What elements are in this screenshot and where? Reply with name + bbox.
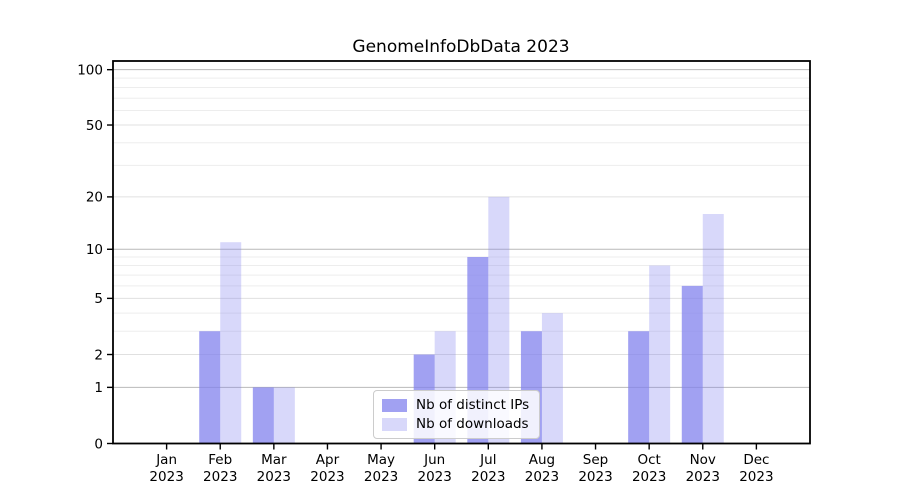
y-tick-label: 0 bbox=[94, 436, 103, 452]
bar-feb-downloads bbox=[220, 242, 242, 444]
bar-nov-distinct-ips bbox=[681, 285, 703, 444]
y-tick-label: 100 bbox=[77, 62, 103, 78]
x-tick-label-year: 2023 bbox=[525, 469, 559, 485]
bar-oct-distinct-ips bbox=[628, 331, 650, 444]
x-tick-label-year: 2023 bbox=[364, 469, 398, 485]
x-tick-label-year: 2023 bbox=[310, 469, 344, 485]
x-tick-label-month: Jul bbox=[479, 452, 496, 468]
legend-entry-distinct-ips: Nb of distinct IPs bbox=[382, 397, 529, 413]
x-tick-label-month: Oct bbox=[637, 452, 660, 468]
x-tick-label-month: Jun bbox=[423, 452, 445, 468]
plot-frame bbox=[112, 60, 811, 445]
x-tick-label-year: 2023 bbox=[739, 469, 773, 485]
x-tick-label-month: May bbox=[367, 452, 395, 468]
x-tick-label-year: 2023 bbox=[632, 469, 666, 485]
x-tick-label-month: Mar bbox=[261, 452, 287, 468]
legend-swatch-distinct-ips bbox=[382, 398, 407, 412]
x-tick-label-year: 2023 bbox=[578, 469, 612, 485]
x-tick-label-month: Jan bbox=[155, 452, 177, 468]
x-tick-label-month: Feb bbox=[208, 452, 232, 468]
bar-mar-downloads bbox=[273, 387, 295, 444]
x-tick-label-year: 2023 bbox=[149, 469, 183, 485]
x-tick-label-year: 2023 bbox=[203, 469, 237, 485]
legend-swatch-downloads bbox=[382, 417, 407, 431]
legend-entry-downloads: Nb of downloads bbox=[382, 416, 529, 432]
x-tick-label-month: Apr bbox=[316, 452, 340, 468]
x-tick-label-month: Nov bbox=[690, 452, 716, 468]
y-tick-label: 5 bbox=[94, 291, 103, 307]
x-tick-label-month: Aug bbox=[529, 452, 555, 468]
legend-label-downloads: Nb of downloads bbox=[416, 416, 529, 433]
x-tick-label-year: 2023 bbox=[686, 469, 720, 485]
x-tick-label-year: 2023 bbox=[471, 469, 505, 485]
bar-oct-downloads bbox=[649, 265, 671, 444]
chart-title: GenomeInfoDbData 2023 bbox=[352, 37, 570, 57]
bar-nov-downloads bbox=[702, 214, 724, 444]
x-tick-label-year: 2023 bbox=[257, 469, 291, 485]
bar-mar-distinct-ips bbox=[252, 387, 274, 444]
y-tick-label: 1 bbox=[94, 380, 103, 396]
y-tick-label: 20 bbox=[86, 190, 103, 206]
legend-label-distinct-ips: Nb of distinct IPs bbox=[416, 397, 530, 413]
y-tick-label: 50 bbox=[86, 118, 103, 134]
x-tick-label-month: Sep bbox=[583, 452, 608, 468]
x-tick-label-month: Dec bbox=[743, 452, 769, 468]
legend: Nb of distinct IPs Nb of downloads bbox=[373, 390, 541, 440]
bar-feb-distinct-ips bbox=[199, 331, 221, 444]
bar-jul-downloads bbox=[488, 196, 510, 444]
x-tick-label-year: 2023 bbox=[418, 469, 452, 485]
bar-aug-downloads bbox=[541, 313, 563, 444]
y-tick-label: 10 bbox=[86, 242, 103, 258]
y-tick-label: 2 bbox=[94, 347, 103, 363]
